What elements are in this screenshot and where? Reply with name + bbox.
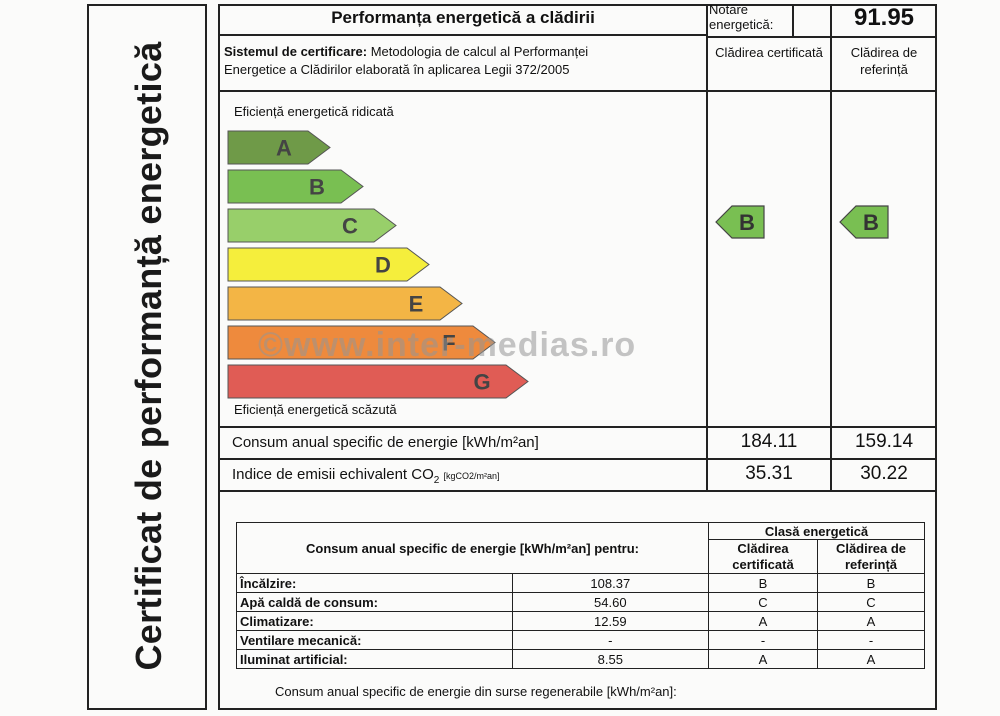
system-text-2: Energetice a Clădirilor elaborată în apl… bbox=[224, 62, 570, 77]
energy-class-g: G bbox=[227, 364, 529, 399]
class-marker-letter: B bbox=[863, 210, 879, 235]
emissions-certified: 35.31 bbox=[745, 463, 793, 484]
system-line-1: Sistemul de certificare: Metodologia de … bbox=[224, 44, 588, 59]
energy-class-letter: A bbox=[276, 136, 292, 161]
energy-class-d: D bbox=[227, 247, 430, 282]
class-marker-letter: B bbox=[739, 210, 755, 235]
breakdown-row-value: 12.59 bbox=[511, 611, 710, 631]
energy-class-b: B bbox=[227, 169, 364, 204]
energy-class-letter: F bbox=[442, 331, 455, 356]
emissions-label: Indice de emisii echivalent CO bbox=[232, 466, 434, 483]
divider-scale bbox=[218, 426, 937, 428]
energy-class-arrow bbox=[227, 325, 496, 360]
energy-class-e: E bbox=[227, 286, 463, 321]
divider-system bbox=[218, 90, 937, 92]
breakdown-row-ref-class: B bbox=[817, 573, 925, 593]
scale-top-label: Eficiență energetică ridicată bbox=[234, 104, 394, 119]
col-certified-header: Clădirea certificată bbox=[715, 45, 823, 60]
breakdown-row: Apă caldă de consum: 54.60 C C bbox=[236, 592, 925, 612]
energy-class-letter: C bbox=[342, 214, 358, 239]
energy-class-arrow bbox=[227, 208, 397, 243]
breakdown-row: Climatizare: 12.59 A A bbox=[236, 611, 925, 631]
emissions-label-group: Indice de emisii echivalent CO2 [kgCO2/m… bbox=[232, 466, 500, 486]
energy-class-arrow bbox=[227, 130, 331, 165]
certified-class-marker: B bbox=[715, 205, 765, 239]
energy-class-c: C bbox=[227, 208, 397, 243]
breakdown-row-label: Apă caldă de consum: bbox=[236, 592, 513, 612]
emissions-unit: [kgCO2/m²an] bbox=[443, 471, 500, 481]
scale-bottom-label: Eficiență energetică scăzută bbox=[234, 402, 397, 417]
breakdown-row-label: Încălzire: bbox=[236, 573, 513, 593]
breakdown-row: Ventilare mecanică: - - - bbox=[236, 630, 925, 650]
energy-class-arrow bbox=[227, 247, 430, 282]
breakdown-row-label: Iluminat artificial: bbox=[236, 649, 513, 669]
breakdown-row-ref-class: A bbox=[817, 649, 925, 669]
energy-class-letter: E bbox=[409, 292, 424, 317]
breakdown-row-ref-class: C bbox=[817, 592, 925, 612]
divider-notare bbox=[706, 36, 937, 38]
notare-label: Notare energetică: bbox=[709, 2, 774, 32]
breakdown-row: Încălzire: 108.37 B B bbox=[236, 573, 925, 593]
reference-class-marker: B bbox=[839, 205, 889, 239]
divider-reference bbox=[830, 4, 832, 491]
breakdown-row-value: 54.60 bbox=[511, 592, 710, 612]
certificate-frame bbox=[218, 4, 937, 710]
class-marker-shape bbox=[839, 205, 889, 239]
emissions-reference: 30.22 bbox=[860, 463, 908, 484]
energy-class-f: F bbox=[227, 325, 496, 360]
consumption-certified: 184.11 bbox=[740, 431, 798, 452]
energy-class-arrow bbox=[227, 169, 364, 204]
breakdown-row-cert-class: - bbox=[708, 630, 818, 650]
breakdown-header-row-1: Consum anual specific de energie [kWh/m²… bbox=[236, 521, 925, 574]
breakdown-row-label: Climatizare: bbox=[236, 611, 513, 631]
energy-class-letter: B bbox=[309, 175, 325, 200]
breakdown-row-cert-class: A bbox=[708, 611, 818, 631]
side-title-box: Certificat de performanță energetică bbox=[87, 4, 207, 710]
energy-class-letter: G bbox=[473, 370, 490, 395]
breakdown-row-value: - bbox=[511, 630, 710, 650]
divider-certified bbox=[706, 4, 708, 491]
breakdown-row-label: Ventilare mecanică: bbox=[236, 630, 513, 650]
breakdown-row-value: 108.37 bbox=[511, 573, 710, 593]
breakdown-table: Consum anual specific de energie [kWh/m²… bbox=[236, 521, 925, 669]
energy-class-arrow bbox=[227, 286, 463, 321]
watermark: ©www.inter-medias.ro bbox=[258, 326, 637, 364]
consumption-reference: 159.14 bbox=[854, 431, 914, 452]
breakdown-row-cert-class: B bbox=[708, 573, 818, 593]
breakdown-row-value: 8.55 bbox=[511, 649, 710, 669]
page-title: Performanța energetică a clădirii bbox=[331, 8, 595, 27]
breakdown-header: Consum anual specific de energie [kWh/m²… bbox=[236, 522, 709, 574]
emissions-sub: 2 bbox=[433, 475, 440, 486]
divider-consumption bbox=[218, 458, 937, 460]
breakdown-row-cert-class: C bbox=[708, 592, 818, 612]
breakdown-row: Iluminat artificial: 8.55 A A bbox=[236, 649, 925, 669]
divider-title bbox=[218, 34, 706, 36]
energy-class-letter: D bbox=[375, 253, 391, 278]
notare-value: 91.95 bbox=[853, 4, 915, 31]
breakdown-col-reference: Clădirea de referință bbox=[817, 539, 925, 574]
divider-emissions bbox=[218, 490, 937, 492]
consumption-label: Consum anual specific de energie [kWh/m²… bbox=[232, 434, 539, 451]
energy-class-arrow bbox=[227, 364, 529, 399]
col-reference-header: Clădirea de referință bbox=[850, 45, 918, 77]
breakdown-row-ref-class: - bbox=[817, 630, 925, 650]
system-label: Sistemul de certificare: bbox=[224, 44, 368, 59]
breakdown-row-cert-class: A bbox=[708, 649, 818, 669]
energy-class-a: A bbox=[227, 130, 331, 165]
class-marker-shape bbox=[715, 205, 765, 239]
system-text-1: Metodologia de calcul al Performanței bbox=[370, 44, 589, 59]
divider-notare-inner bbox=[792, 4, 794, 36]
breakdown-col-certified: Clădirea certificată bbox=[708, 539, 818, 574]
breakdown-row-ref-class: A bbox=[817, 611, 925, 631]
renewable-label: Consum anual specific de energie din sur… bbox=[275, 684, 677, 699]
class-header: Clasă energetică bbox=[708, 521, 925, 541]
